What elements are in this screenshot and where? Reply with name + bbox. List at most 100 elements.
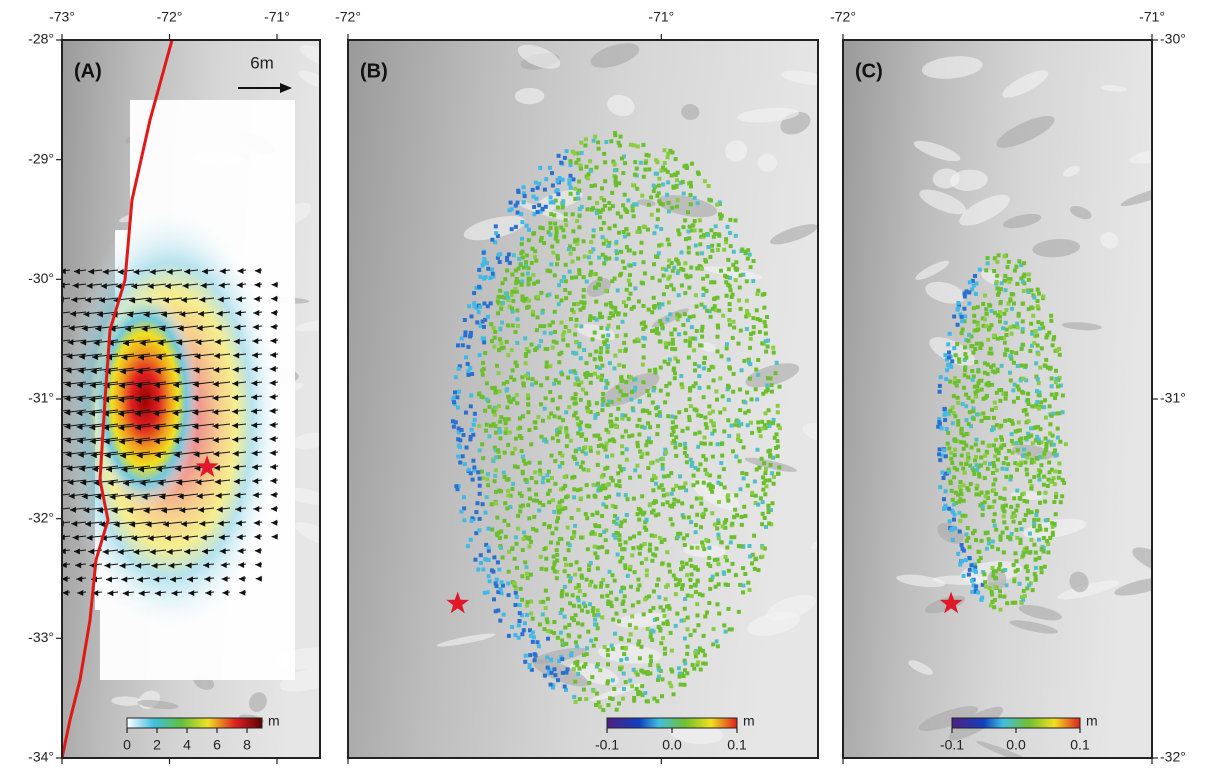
insar-pixel (617, 702, 621, 706)
insar-pixel (650, 534, 654, 538)
insar-pixel (586, 207, 590, 211)
insar-pixel (1057, 476, 1061, 480)
insar-pixel (648, 549, 652, 553)
insar-pixel (712, 378, 716, 382)
insar-pixel (699, 502, 703, 506)
insar-pixel (745, 299, 749, 303)
insar-pixel (734, 493, 738, 497)
insar-pixel (688, 389, 692, 393)
insar-pixel (580, 151, 584, 155)
insar-pixel (678, 486, 682, 490)
insar-pixel (482, 257, 486, 261)
insar-pixel (966, 459, 970, 463)
insar-pixel (618, 560, 622, 564)
insar-pixel (657, 177, 661, 181)
insar-pixel (591, 337, 595, 341)
insar-pixel (630, 553, 634, 557)
insar-pixel (585, 483, 589, 487)
insar-pixel (480, 369, 484, 373)
insar-pixel (550, 476, 554, 480)
insar-pixel (937, 452, 941, 456)
insar-pixel (504, 291, 508, 295)
insar-pixel (645, 518, 649, 522)
insar-pixel (490, 267, 494, 271)
insar-pixel (663, 400, 667, 404)
insar-pixel (529, 540, 533, 544)
insar-pixel (626, 497, 630, 501)
insar-pixel (556, 541, 560, 545)
insar-pixel (938, 458, 942, 462)
insar-pixel (617, 493, 621, 497)
insar-pixel (1034, 566, 1038, 570)
insar-pixel (519, 436, 523, 440)
insar-pixel (536, 315, 540, 319)
vector-head (55, 479, 61, 485)
insar-pixel (964, 558, 968, 562)
insar-pixel (488, 276, 492, 280)
insar-pixel (657, 595, 661, 599)
insar-pixel (682, 225, 686, 229)
insar-pixel (1005, 333, 1009, 337)
insar-pixel (602, 221, 606, 225)
insar-pixel (967, 290, 971, 294)
insar-pixel (613, 224, 617, 228)
insar-pixel (703, 442, 707, 446)
insar-pixel (725, 275, 729, 279)
insar-pixel (1012, 302, 1016, 306)
insar-pixel (573, 382, 577, 386)
insar-pixel (716, 248, 720, 252)
insar-pixel (551, 398, 555, 402)
insar-pixel (687, 230, 691, 234)
insar-pixel (521, 414, 525, 418)
insar-pixel (622, 687, 626, 691)
insar-pixel (743, 400, 747, 404)
insar-pixel (728, 308, 732, 312)
insar-pixel (984, 324, 988, 328)
insar-pixel (958, 530, 962, 534)
insar-pixel (647, 167, 651, 171)
insar-pixel (619, 658, 623, 662)
insar-pixel (575, 376, 579, 380)
insar-pixel (963, 345, 967, 349)
insar-pixel (739, 307, 743, 311)
insar-pixel (970, 446, 974, 450)
insar-pixel (626, 198, 630, 202)
insar-pixel (983, 294, 987, 298)
insar-pixel (641, 363, 645, 367)
insar-pixel (534, 493, 538, 497)
insar-pixel (696, 660, 700, 664)
insar-pixel (967, 339, 971, 343)
insar-pixel (972, 417, 976, 421)
insar-pixel (756, 448, 760, 452)
insar-pixel (993, 256, 997, 260)
insar-pixel (502, 613, 506, 617)
insar-pixel (478, 492, 482, 496)
insar-pixel (683, 331, 687, 335)
insar-pixel (518, 603, 522, 607)
insar-pixel (629, 398, 633, 402)
insar-pixel (510, 293, 514, 297)
insar-pixel (738, 408, 742, 412)
insar-pixel (523, 560, 527, 564)
insar-pixel (600, 374, 604, 378)
insar-pixel (1035, 333, 1039, 337)
insar-pixel (589, 240, 593, 244)
insar-pixel (563, 569, 567, 573)
insar-pixel (640, 494, 644, 498)
insar-pixel (498, 389, 502, 393)
insar-pixel (1001, 326, 1005, 330)
insar-pixel (739, 422, 743, 426)
insar-pixel (682, 192, 686, 196)
insar-pixel (751, 316, 755, 320)
insar-pixel (608, 361, 612, 365)
insar-pixel (677, 410, 681, 414)
insar-pixel (750, 431, 754, 435)
insar-pixel (1022, 448, 1026, 452)
insar-pixel (773, 436, 777, 440)
insar-pixel (670, 492, 674, 496)
insar-pixel (659, 366, 663, 370)
vector-head (53, 367, 59, 373)
insar-pixel (553, 673, 557, 677)
insar-pixel (537, 509, 541, 513)
insar-pixel (1025, 456, 1029, 460)
